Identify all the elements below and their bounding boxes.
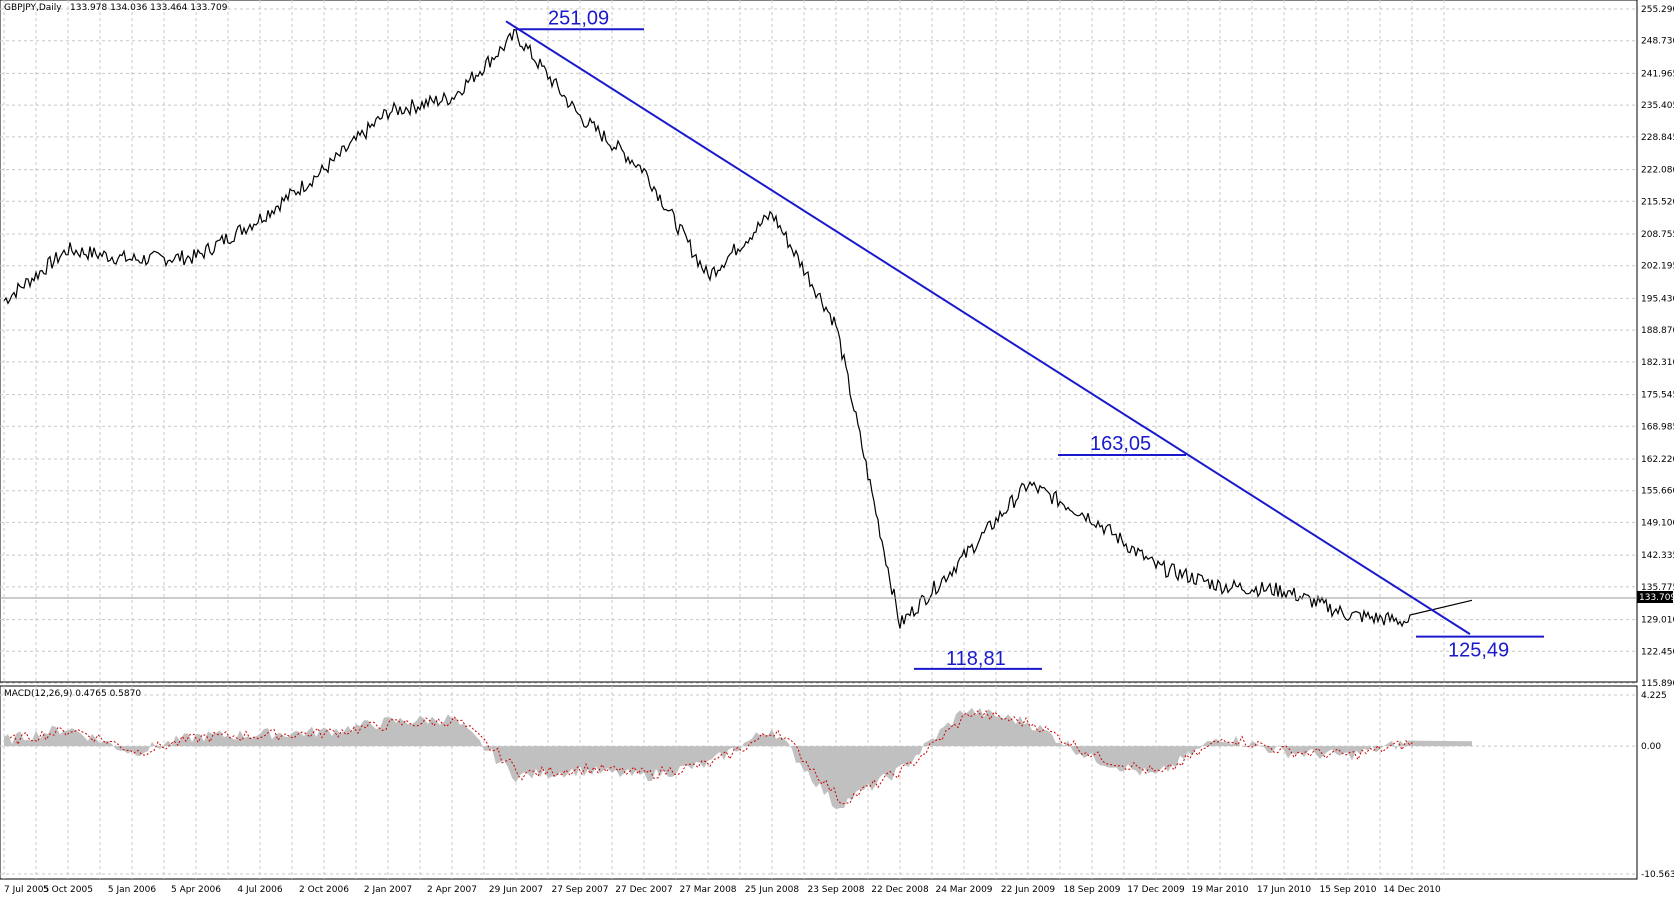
price-line <box>3 28 1473 629</box>
y-tick-label: 149.100 <box>1641 518 1674 528</box>
macd-area <box>4 707 1472 810</box>
y-tick-label: 122.450 <box>1641 647 1674 657</box>
y-axis: 255.290 248.730 241.965 235.405 228.845 222.0… <box>1641 5 1674 880</box>
x-tick-label: 29 Jun 2007 <box>489 885 543 895</box>
x-tick-label: 17 Jun 2010 <box>1257 885 1311 895</box>
signal-line <box>9 709 1415 805</box>
x-tick-label: 18 Sep 2009 <box>1063 885 1120 895</box>
macd-y-tick-label: -10.5638 <box>1641 870 1674 880</box>
y-tick-label: 248.730 <box>1641 37 1674 47</box>
y-tick-label: 182.310 <box>1641 358 1674 368</box>
y-tick-label: 175.545 <box>1641 391 1674 401</box>
x-tick-label: 14 Dec 2010 <box>1383 885 1441 895</box>
x-tick-label: 15 Sep 2010 <box>1319 885 1376 895</box>
x-tick-label: 27 Dec 2007 <box>615 885 673 895</box>
y-tick-label: 188.870 <box>1641 326 1674 336</box>
y-tick-label: 135.775 <box>1641 583 1674 593</box>
macd-y-tick-label: 4.225 <box>1641 691 1667 701</box>
annotations: 251,09 163,05 118,81 125,49 <box>516 7 1544 670</box>
x-tick-label: 4 Jul 2006 <box>237 885 282 895</box>
current-price-label: 133.709 <box>1639 593 1674 603</box>
x-tick-label: 5 Apr 2006 <box>171 885 221 895</box>
x-tick-label: 17 Dec 2009 <box>1127 885 1185 895</box>
price-series <box>3 28 1473 629</box>
level-label: 125,49 <box>1448 640 1509 662</box>
y-tick-label: 195.430 <box>1641 294 1674 304</box>
macd-label: MACD(12,26,9) 0.4765 0.5870 <box>4 689 141 699</box>
price-panel <box>0 0 1638 683</box>
grid <box>0 0 1637 879</box>
x-tick-label: 2 Apr 2007 <box>427 885 477 895</box>
y-tick-label: 202.195 <box>1641 262 1674 272</box>
y-tick-label: 222.080 <box>1641 166 1674 176</box>
x-tick-label: 22 Jun 2009 <box>1001 885 1055 895</box>
ohlc-label: 133.978 134.036 133.464 133.709 <box>70 3 228 13</box>
y-tick-label: 228.845 <box>1641 133 1674 143</box>
x-tick-label: 23 Sep 2008 <box>807 885 864 895</box>
x-tick-label: 25 Jun 2008 <box>745 885 799 895</box>
x-tick-label: 27 Sep 2007 <box>551 885 608 895</box>
y-tick-label: 155.660 <box>1641 487 1674 497</box>
y-tick-label: 162.220 <box>1641 455 1674 465</box>
y-tick-label: 142.335 <box>1641 551 1674 561</box>
y-tick-label: 208.755 <box>1641 230 1674 240</box>
x-tick-label: 2 Oct 2006 <box>299 885 349 895</box>
macd-y-tick-label: 0.00 <box>1641 742 1661 752</box>
trendline-group <box>505 20 1471 635</box>
x-tick-label: 2 Jan 2007 <box>364 885 412 895</box>
y-tick-label: 255.290 <box>1641 5 1674 15</box>
y-tick-label: 235.405 <box>1641 101 1674 111</box>
x-tick-label: 7 Jul 2005 <box>4 885 49 895</box>
x-tick-label: 22 Dec 2008 <box>871 885 929 895</box>
x-tick-label: 5 Jan 2006 <box>108 885 156 895</box>
trendline <box>505 20 1471 635</box>
x-tick-label: 5 Oct 2005 <box>43 885 93 895</box>
macd-histogram <box>4 707 1472 810</box>
current-price-box <box>1637 591 1673 603</box>
y-tick-label: 168.985 <box>1641 422 1674 432</box>
x-tick-label: 24 Mar 2009 <box>935 885 992 895</box>
level-label: 163,05 <box>1090 433 1151 455</box>
x-tick-label: 19 Mar 2010 <box>1191 885 1248 895</box>
y-tick-label: 129.010 <box>1641 616 1674 626</box>
level-label: 118,81 <box>946 648 1006 670</box>
y-tick-label: 215.520 <box>1641 197 1674 207</box>
y-tick-label: 241.965 <box>1641 69 1674 79</box>
x-tick-label: 27 Mar 2008 <box>679 885 736 895</box>
level-label: 251,09 <box>548 7 609 29</box>
y-tick-label: 115.890 <box>1641 679 1674 689</box>
symbol-label: GBPJPY,Daily <box>4 3 62 13</box>
